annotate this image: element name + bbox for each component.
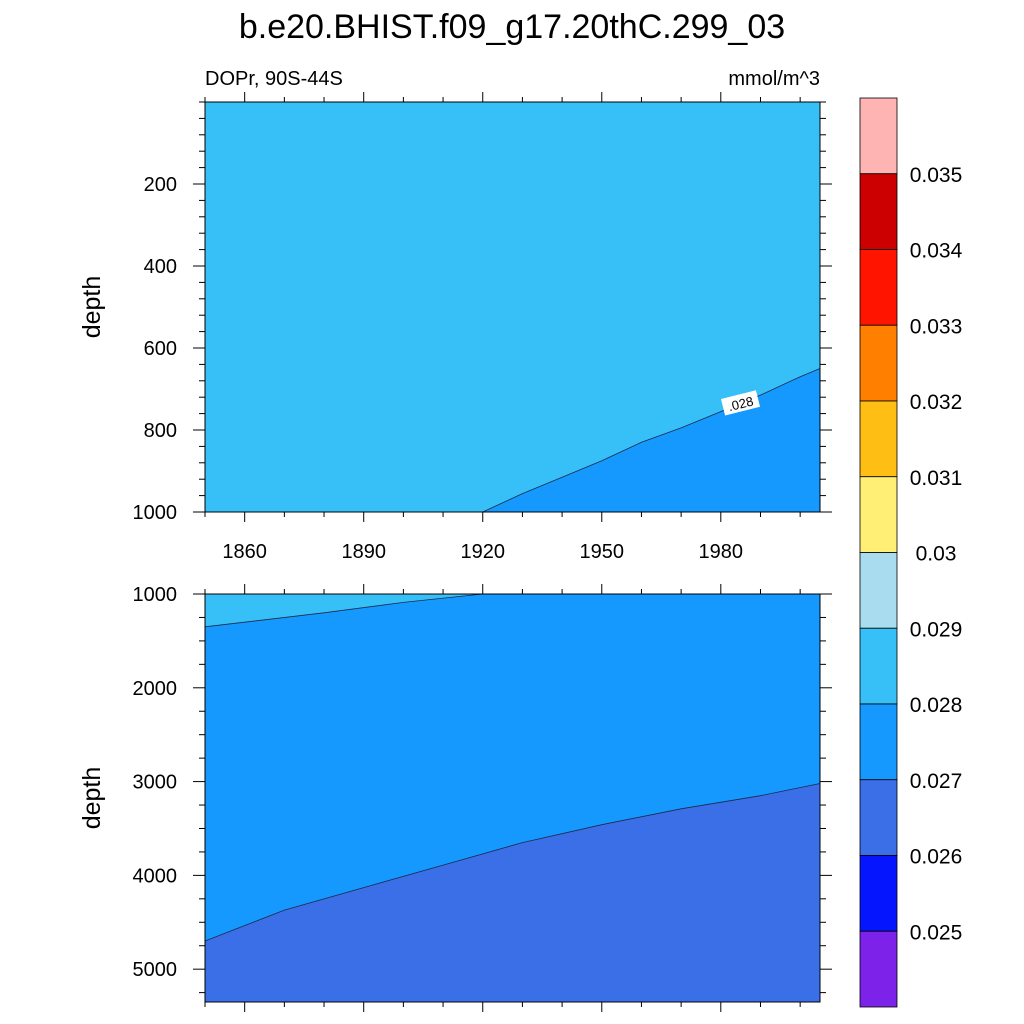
colorbar-swatch xyxy=(859,173,898,250)
y-tick-label: 1000 xyxy=(133,502,178,524)
colorbar-label: 0.035 xyxy=(910,164,963,187)
colorbar-swatch xyxy=(859,97,898,175)
contour-label-text: .028 xyxy=(727,393,755,414)
colorbar-label: 0.031 xyxy=(910,467,963,490)
colorbar-label: 0.025 xyxy=(910,921,963,944)
x-tick-label: 1860 xyxy=(222,541,267,563)
y-axis-label: depth xyxy=(78,276,106,339)
colorbar-label: 0.026 xyxy=(910,846,963,869)
contour-line-0.028 xyxy=(204,593,483,628)
colorbar-label: 0.029 xyxy=(910,618,963,641)
colorbar-swatch xyxy=(859,324,898,402)
colorbar-swatch xyxy=(859,627,898,705)
contour-line-0.027 xyxy=(204,783,821,942)
colorbar-swatch xyxy=(859,930,898,1008)
y-tick-label: 200 xyxy=(144,174,177,196)
y-tick-label: 4000 xyxy=(133,865,178,887)
colorbar-swatch xyxy=(859,249,898,326)
colorbar-swatch xyxy=(859,703,898,781)
y-tick-label: 600 xyxy=(144,338,177,360)
colorbar-label: 0.027 xyxy=(910,770,963,793)
contour-line-0.028 xyxy=(482,368,821,513)
y-tick-label: 3000 xyxy=(133,772,178,794)
plot-frame xyxy=(204,101,821,513)
colorbar: 0.035 0.034 0.033 0.032 0.031 0.03 0.029 0.028 0… xyxy=(859,97,963,1008)
y-tick-label: 800 xyxy=(144,420,177,442)
y-tick-label: 2000 xyxy=(133,678,178,700)
colorbar-label: 0.033 xyxy=(910,315,963,338)
x-tick-label: 1920 xyxy=(460,541,505,563)
x-tick-label: 1950 xyxy=(580,541,625,563)
colorbar-swatch xyxy=(859,855,898,932)
colorbar-label: 0.03 xyxy=(916,543,957,566)
plot-frame xyxy=(204,593,821,1003)
y-tick-label: 5000 xyxy=(133,959,178,981)
units-label: mmol/m^3 xyxy=(728,68,820,90)
left-subtitle: DOPr, 90S-44S xyxy=(205,68,343,90)
contour-fill-0.027-0.028 xyxy=(482,368,820,512)
colorbar-label: 0.028 xyxy=(910,694,963,717)
colorbar-label: 0.034 xyxy=(910,240,963,263)
colorbar-swatch xyxy=(859,400,898,478)
contour-label: .028 xyxy=(720,390,761,416)
figure-title: b.e20.BHIST.f09_g17.20thC.299_03 xyxy=(239,8,785,46)
contour-fill-0.026-0.027 xyxy=(205,783,820,1002)
colorbar-swatch xyxy=(859,476,898,553)
colorbar-label: 0.032 xyxy=(910,391,963,414)
lower-depth-panel: 1000 2000 3000 4000 5000 depth xyxy=(78,584,832,1012)
y-tick-label: 400 xyxy=(144,256,177,278)
colorbar-swatch xyxy=(859,779,898,856)
contour-label-box xyxy=(720,390,761,416)
y-tick-label: 1000 xyxy=(133,584,178,606)
y-axis-label: depth xyxy=(78,767,106,830)
x-tick-label: 1980 xyxy=(699,541,744,563)
x-tick-label: 1890 xyxy=(341,541,386,563)
colorbar-swatch xyxy=(859,552,898,629)
upper-depth-panel: .028 1860 1890 1920 1950 1980 200 400 600 800 1000… xyxy=(78,92,832,563)
